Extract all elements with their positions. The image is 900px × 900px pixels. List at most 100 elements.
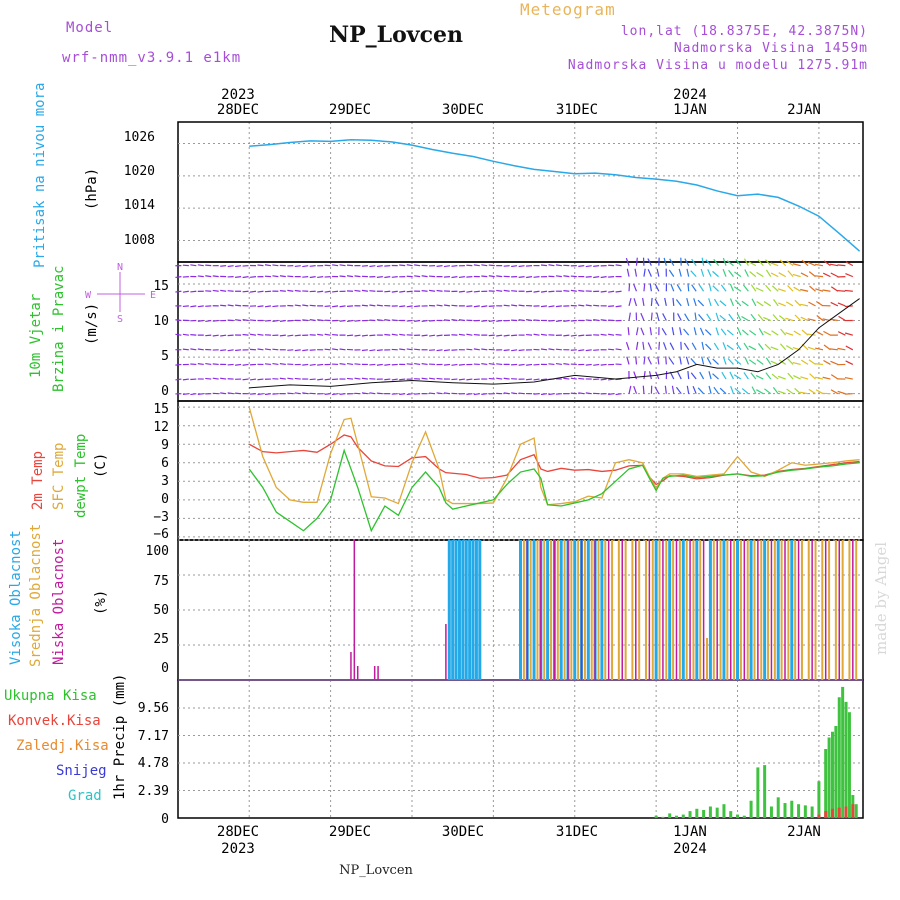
model-elevation-label: Nadmorska Visina u modelu 1275.91m: [567, 58, 868, 73]
wind-arrow: [190, 393, 197, 396]
wind-arrow: [294, 265, 301, 268]
wind-arrow: [742, 284, 749, 292]
cloud-high-bar: [573, 540, 577, 680]
wind-arrow: [764, 343, 772, 351]
wind-arrow: [354, 363, 361, 366]
cloud-low-bar: [594, 540, 596, 680]
wind-arrow: [302, 276, 309, 278]
wind-arrow: [548, 393, 555, 396]
wind-arrow: [481, 363, 488, 366]
precip-convective-bar: [837, 807, 841, 818]
wind-arrow: [600, 363, 607, 366]
wind-arrow: [707, 269, 712, 277]
wind-arrow: [361, 334, 368, 337]
wind-arrow: [443, 265, 451, 268]
wind-arrow: [279, 377, 286, 380]
wind-arrow: [346, 319, 354, 323]
wind-arrow: [182, 378, 189, 381]
wind-arrow: [628, 385, 632, 394]
wind-arrow: [511, 290, 518, 292]
wind-arrow: [309, 265, 316, 267]
wind-arrow: [324, 378, 331, 381]
wind-arrow: [488, 264, 495, 267]
wind-arrow: [749, 329, 757, 336]
wind-arrow: [570, 289, 577, 292]
wind-arrow: [578, 377, 585, 380]
cloud-high-bar: [668, 540, 672, 680]
wind-arrow: [436, 349, 443, 352]
wind-arrow: [778, 359, 787, 365]
wind-arrow: [235, 319, 242, 322]
wind-arrow: [354, 319, 361, 322]
wind-arrow: [708, 371, 712, 380]
cloud-low-bar: [784, 540, 786, 680]
bottom-day-30dec: 30DEC: [442, 824, 484, 840]
precip-total-bar: [797, 804, 801, 818]
wind-arrow: [384, 276, 391, 279]
cloud-mid-bar: [672, 540, 675, 680]
wind-arrow: [773, 299, 779, 307]
wind-arrow: [807, 333, 816, 336]
wind-arrow: [744, 356, 749, 365]
wind-arrow: [829, 263, 839, 267]
wind-arrow: [719, 387, 727, 395]
precip-total-bar: [742, 815, 746, 818]
wind-arrow: [626, 356, 630, 365]
wind-arrow: [823, 344, 831, 351]
wind-arrow: [242, 378, 249, 381]
precip-total-bar: [749, 800, 753, 818]
top-year-2024: 2024: [673, 87, 707, 103]
cloud-mid-bar: [739, 540, 742, 680]
temp-ylabel-1: 2m Temp: [30, 451, 46, 510]
wind-arrow: [384, 333, 391, 336]
wind-arrow: [704, 329, 712, 336]
compass-n: N: [117, 262, 123, 273]
wind-arrow: [770, 346, 779, 351]
wind-arrow: [722, 356, 727, 365]
bottom-day-28dec: 28DEC: [217, 824, 259, 840]
wind-arrow: [672, 297, 675, 306]
wind-arrow: [406, 393, 413, 396]
wind-arrow: [686, 268, 690, 277]
wind-arrow: [190, 348, 197, 351]
wind-arrow: [175, 319, 182, 322]
wind-arrow: [458, 378, 465, 381]
wind-arrow: [399, 290, 406, 293]
wind-arrow: [443, 304, 451, 307]
wind-arrow: [726, 344, 734, 351]
cloud-mid-bar: [563, 540, 566, 680]
wind-arrow: [608, 393, 615, 395]
wind-arrow: [627, 327, 630, 336]
wind-arrow: [615, 378, 622, 381]
wind-arrow: [175, 363, 182, 366]
wind-arrow: [533, 378, 540, 381]
wind-arrow: [600, 290, 607, 293]
cloud-low-bar: [353, 540, 356, 680]
wind-arrow: [346, 377, 354, 380]
wind-arrow: [429, 377, 436, 380]
cloud-low-bar: [729, 540, 732, 680]
wind-arrow: [220, 377, 227, 380]
wind-ylabel-2: Brzina i Pravac: [51, 266, 67, 392]
cloud-low-bar: [553, 540, 556, 680]
cloud-low-bar: [377, 666, 379, 680]
wind-arrow: [205, 264, 212, 267]
wind-arrow: [220, 392, 227, 395]
wind-arrow: [570, 377, 577, 380]
wind-arrow: [369, 392, 376, 395]
wind-arrow: [511, 392, 518, 395]
wind-arrow: [683, 342, 690, 351]
pressure-tick-1020: 1020: [124, 164, 155, 179]
temp-frame: [177, 400, 864, 541]
wind-arrow: [309, 363, 316, 366]
wind-arrow: [399, 305, 406, 308]
wind-arrow: [421, 319, 428, 322]
bottom-year-2023: 2023: [221, 841, 255, 857]
cloud-tick-100: 100: [146, 544, 169, 559]
wind-arrow: [175, 290, 182, 293]
wind-arrow: [458, 290, 465, 293]
wind-arrow: [632, 283, 638, 292]
cloud-high-bar: [468, 540, 472, 680]
wind-arrow: [815, 347, 824, 351]
precip-total-bar: [790, 800, 794, 818]
